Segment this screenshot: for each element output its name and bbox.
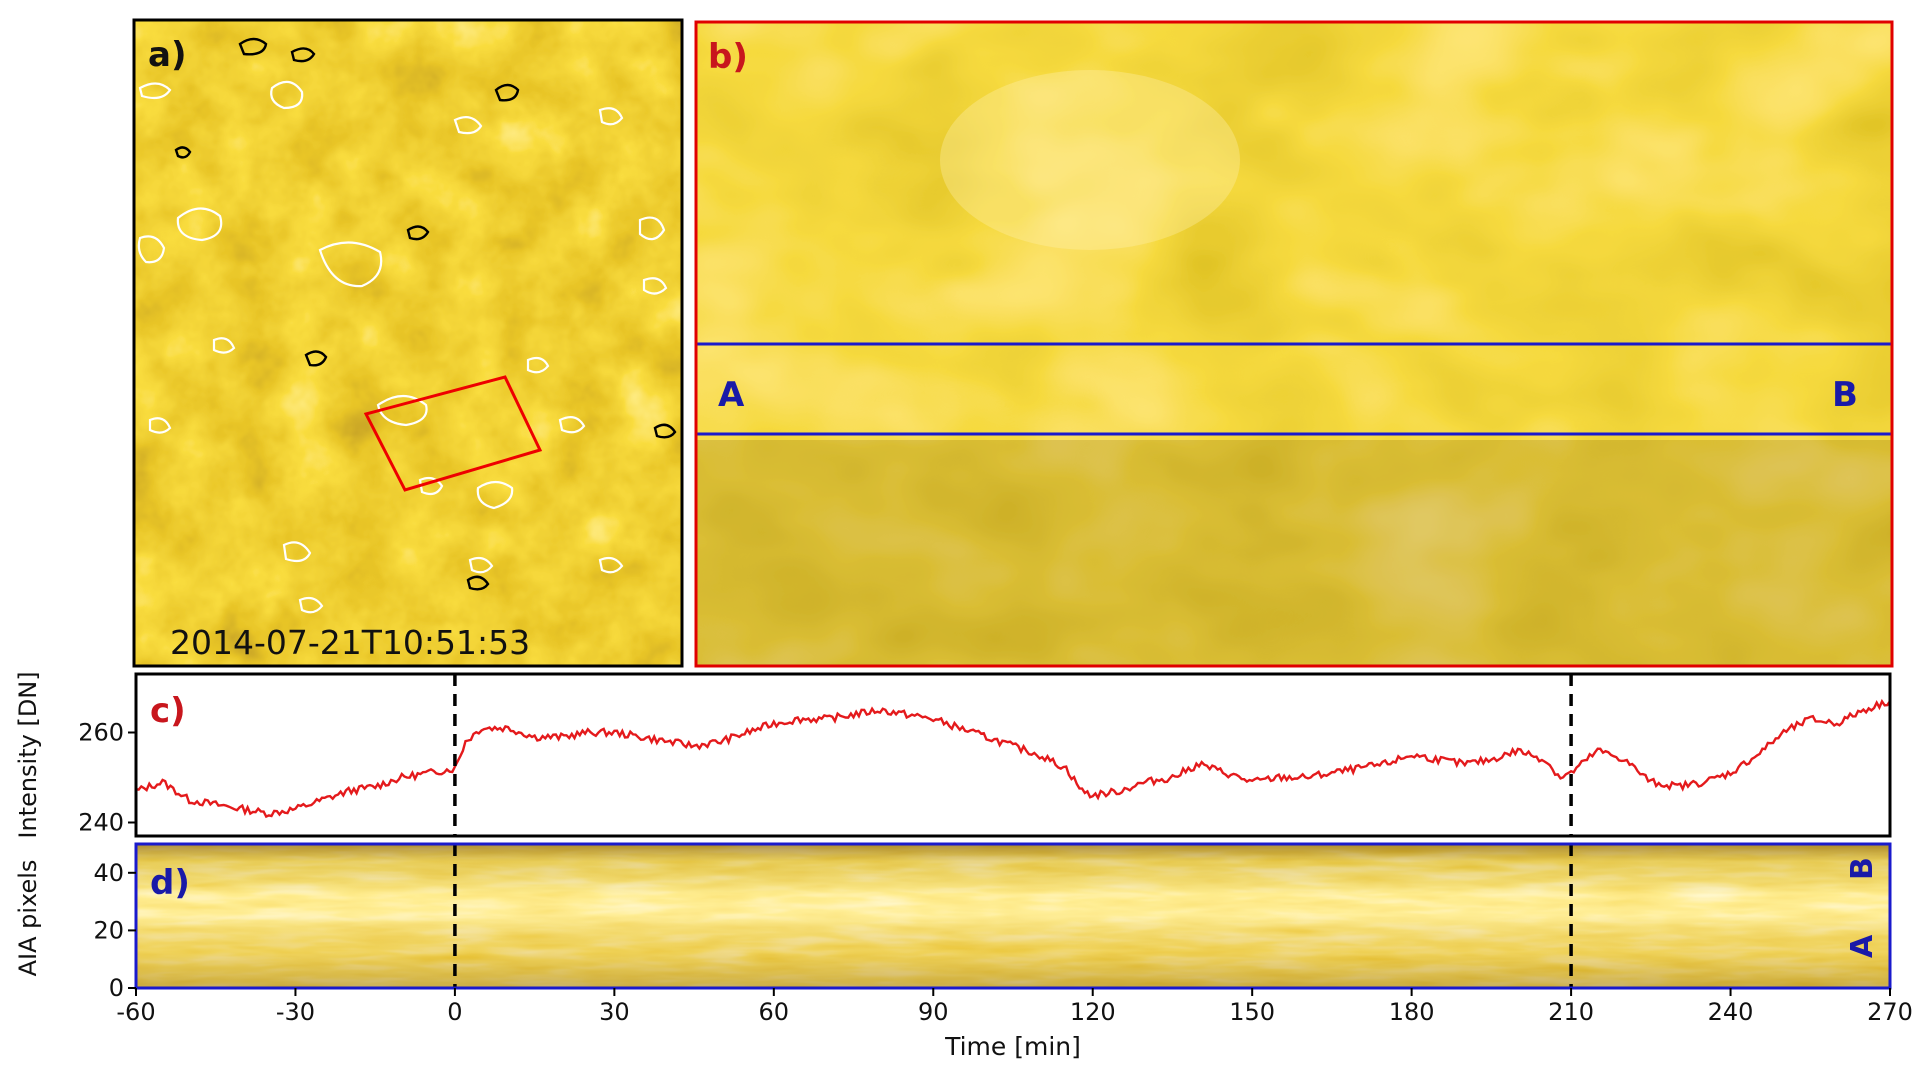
panel-d-xtick-label: 150	[1229, 998, 1275, 1026]
panel-b: b) A B	[694, 20, 1894, 668]
panel-d-xtick-label: 180	[1389, 998, 1435, 1026]
panel-d-xtick-label: 30	[599, 998, 630, 1026]
panel-d-ylabel: AIA pixels	[14, 860, 42, 977]
panel-c-background	[136, 674, 1890, 836]
panel-d-xtick-label: 60	[759, 998, 790, 1026]
panel-d-end-b-label: B	[1845, 857, 1880, 880]
panel-d-xtick-label: -60	[116, 998, 155, 1026]
magnetogram-contours	[137, 37, 677, 614]
panel-d-end-a-label: A	[1845, 934, 1880, 958]
panel-d-xlabel: Time [min]	[944, 1032, 1081, 1061]
panel-a: a) 2014-07-21T10:51:53	[132, 18, 684, 668]
panel-c-label: c)	[150, 691, 186, 731]
negative-polarity-contours	[174, 37, 677, 591]
positive-polarity-contours	[137, 80, 668, 614]
panel-c-marks	[136, 674, 1890, 836]
panel-d-border	[134, 842, 1892, 990]
panel-d-xtick-label: 270	[1867, 998, 1913, 1026]
panel-c-ytick-label: 260	[78, 719, 124, 747]
roi-box	[363, 375, 543, 492]
panel-a-label: a)	[148, 35, 186, 75]
panel-d-ytick-label: 20	[93, 916, 124, 944]
panel-d-xtick-label: 90	[918, 998, 949, 1026]
bright-region	[940, 70, 1240, 250]
panel-d-xtick-label: 0	[447, 998, 462, 1026]
panel-d: d) A B 0 20 40 -60 -30 0 30 60 90 120 150 180 210 24…	[14, 842, 1913, 1061]
panel-d-xtick-label: 240	[1708, 998, 1754, 1026]
panel-b-border	[694, 20, 1894, 668]
panel-a-timestamp: 2014-07-21T10:51:53	[170, 623, 530, 662]
panel-d-xtick-label: 210	[1548, 998, 1594, 1026]
panel-d-marks	[453, 844, 1573, 988]
panel-c-ylabel: Intensity [DN]	[14, 671, 42, 838]
panel-d-ytick-label: 40	[93, 859, 124, 887]
panel-d-ytick-label: 0	[109, 974, 124, 1002]
panel-d-xticks: -60 -30 0 30 60 90 120 150 180 210 240 270	[116, 988, 1913, 1026]
panel-a-border	[132, 18, 684, 668]
panel-c: c) 240 260 Intensity [DN]	[14, 671, 1892, 839]
panel-d-xtick-label: 120	[1070, 998, 1116, 1026]
slit-end-a-label: A	[718, 375, 745, 415]
panel-c-border	[134, 672, 1892, 838]
panel-d-yticks: 0 20 40	[93, 859, 136, 1002]
panel-a-image	[134, 20, 682, 666]
intensity-curve	[136, 698, 1890, 819]
panel-d-band-shading	[136, 844, 1890, 988]
panel-d-xtick-label: -30	[276, 998, 315, 1026]
slit-end-b-label: B	[1832, 375, 1858, 415]
dark-lower-region	[696, 440, 1892, 666]
panel-c-ytick-label: 240	[78, 809, 124, 837]
panel-b-label: b)	[708, 37, 748, 77]
panel-d-label: d)	[150, 863, 190, 903]
panel-c-yticks: 240 260	[78, 719, 136, 837]
